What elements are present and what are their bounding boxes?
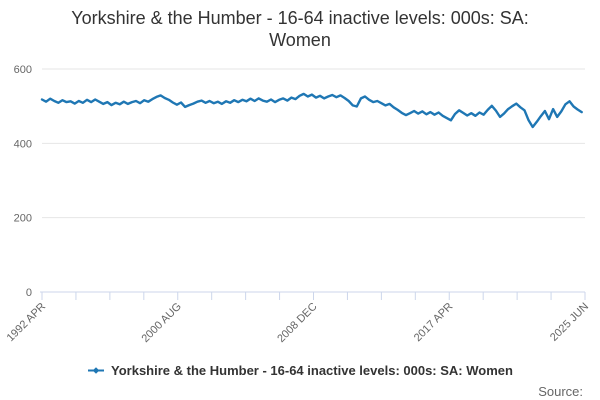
x-tick-label: 2025 JUN bbox=[548, 301, 591, 344]
x-tick-label: 2017 APR bbox=[412, 301, 456, 345]
x-tick-label: 1992 APR bbox=[5, 301, 49, 345]
chart-title-line1: Yorkshire & the Humber - 16-64 inactive … bbox=[71, 8, 529, 28]
legend-label: Yorkshire & the Humber - 16-64 inactive … bbox=[111, 363, 513, 378]
legend-item[interactable]: Yorkshire & the Humber - 16-64 inactive … bbox=[87, 363, 513, 378]
y-tick-label: 200 bbox=[14, 213, 32, 225]
y-tick-label: 0 bbox=[26, 287, 32, 299]
chart-title: Yorkshire & the Humber - 16-64 inactive … bbox=[30, 7, 570, 51]
x-tick-label: 2000 AUG bbox=[139, 301, 183, 345]
legend: Yorkshire & the Humber - 16-64 inactive … bbox=[0, 363, 600, 378]
series-line[interactable] bbox=[40, 92, 583, 129]
legend-line-marker-icon bbox=[88, 367, 105, 374]
chart-title-line2: Women bbox=[269, 30, 331, 50]
x-tick-label: 2008 DEC bbox=[275, 301, 319, 345]
y-tick-label: 400 bbox=[14, 138, 32, 150]
y-tick-label: 600 bbox=[14, 64, 32, 76]
source-credit: Source: bbox=[538, 384, 583, 399]
